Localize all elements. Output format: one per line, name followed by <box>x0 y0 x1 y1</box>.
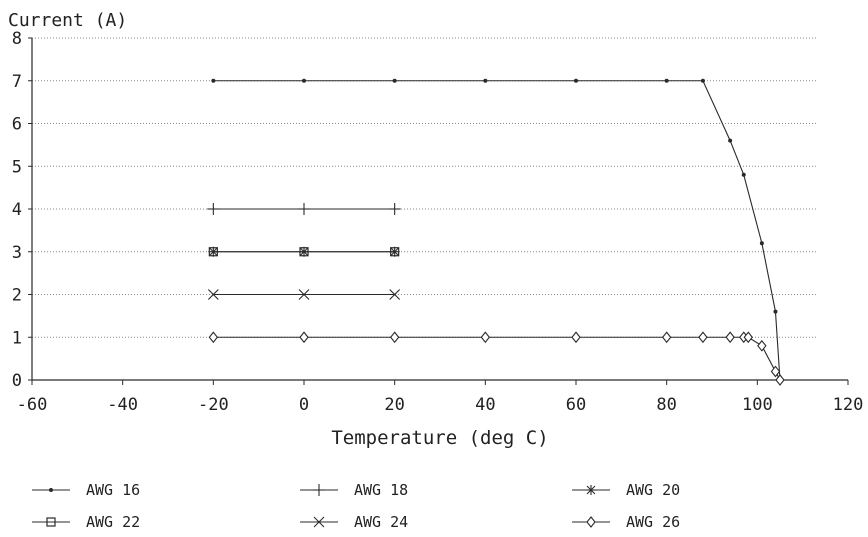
data-point-awg-18 <box>298 203 310 215</box>
data-point-awg-26 <box>770 365 781 378</box>
x-tick-label: -60 <box>17 395 48 415</box>
data-point-awg-26 <box>208 331 219 344</box>
legend-marker-awg-22 <box>46 517 56 527</box>
data-point-awg-16 <box>728 138 733 143</box>
data-point-awg-16 <box>759 241 764 246</box>
data-point-awg-22 <box>299 247 309 257</box>
legend-item-awg-18: AWG 18 <box>300 481 408 499</box>
grid <box>32 37 818 338</box>
y-axis-title: Current (A) <box>8 10 127 31</box>
data-point-awg-16 <box>664 78 669 83</box>
data-point-awg-22 <box>208 247 218 257</box>
x-tick-label: 100 <box>742 395 773 415</box>
y-tick-label: 1 <box>12 328 22 348</box>
y-tick-label: 3 <box>12 243 22 263</box>
data-point-awg-26 <box>661 331 672 344</box>
legend-item-awg-26: AWG 26 <box>572 513 680 531</box>
legend-marker-awg-26 <box>586 516 596 528</box>
data-point-awg-18 <box>388 203 401 215</box>
legend-marker-awg-18 <box>313 484 325 496</box>
data-point-awg-26 <box>743 331 753 344</box>
data-point-awg-18 <box>207 203 220 215</box>
legend-item-awg-20: AWG 20 <box>572 481 680 499</box>
data-point-awg-26 <box>698 331 708 344</box>
data-point-awg-16 <box>211 78 216 83</box>
y-tick-label: 0 <box>12 371 22 391</box>
legend-marker-awg-20 <box>586 485 596 495</box>
data-point-awg-16 <box>574 78 578 83</box>
legend-item-awg-24: AWG 24 <box>300 513 408 531</box>
y-tick-label: 7 <box>12 72 22 92</box>
series-line-awg-16 <box>213 80 781 381</box>
data-point-awg-16 <box>773 309 778 314</box>
data-point-awg-26 <box>480 331 491 344</box>
x-tick-label: 20 <box>384 395 404 415</box>
legend-label: AWG 20 <box>626 481 680 499</box>
y-tick-label: 5 <box>12 157 22 177</box>
y-tick-label: 2 <box>12 286 22 306</box>
x-tick-label: -20 <box>198 395 229 415</box>
data-point-awg-24 <box>298 289 310 300</box>
data-point-awg-24 <box>207 289 219 300</box>
legend-item-awg-16: AWG 16 <box>32 481 140 499</box>
data-point-awg-26 <box>757 339 767 352</box>
data-point-awg-16 <box>741 172 746 177</box>
x-tick-label: 60 <box>566 395 586 415</box>
legend-marker-awg-16 <box>49 488 53 492</box>
x-tick-label: 80 <box>656 395 676 415</box>
data-point-awg-26 <box>775 374 785 386</box>
tick-labels: 0 1 2 3 4 5 6 7 8 -60 -40 -20 0 20 40 60 80 100 120 <box>12 29 864 415</box>
x-tick-label: 120 <box>833 395 864 415</box>
x-axis-title: Temperature (deg C) <box>331 427 548 449</box>
series <box>207 78 785 386</box>
y-tick-label: 4 <box>12 200 22 220</box>
data-point-awg-16 <box>483 78 488 83</box>
y-tick-label: 6 <box>12 115 22 135</box>
series-awg-26 <box>208 331 785 386</box>
legend-label: AWG 24 <box>354 513 408 531</box>
data-point-awg-22 <box>390 247 400 257</box>
data-point-awg-26 <box>389 331 400 344</box>
x-tick-label: 40 <box>475 395 495 415</box>
legend-label: AWG 18 <box>354 481 408 499</box>
y-tick-label: 8 <box>12 29 22 49</box>
data-point-awg-26 <box>299 331 309 344</box>
legend-label: AWG 26 <box>626 513 680 531</box>
legend: AWG 16 AWG 18 AWG 20 AWG 22 AWG 24 AWG 26 <box>32 481 680 531</box>
data-point-awg-16 <box>302 78 306 83</box>
data-point-awg-26 <box>571 331 581 344</box>
legend-label: AWG 22 <box>86 513 140 531</box>
legend-label: AWG 16 <box>86 481 140 499</box>
x-tick-label: -40 <box>107 395 138 415</box>
legend-marker-awg-24 <box>313 516 325 528</box>
data-point-awg-16 <box>392 78 397 83</box>
x-tick-label: 0 <box>299 395 309 415</box>
series-awg-16 <box>211 78 782 382</box>
axes <box>28 37 849 385</box>
data-point-awg-24 <box>389 289 401 300</box>
data-point-awg-16 <box>700 78 705 83</box>
legend-item-awg-22: AWG 22 <box>32 513 140 531</box>
series-line-awg-26 <box>213 336 781 381</box>
series-awg-22 <box>208 247 400 257</box>
series-awg-24 <box>207 289 401 300</box>
series-awg-18 <box>207 203 401 215</box>
data-point-awg-26 <box>725 331 735 344</box>
